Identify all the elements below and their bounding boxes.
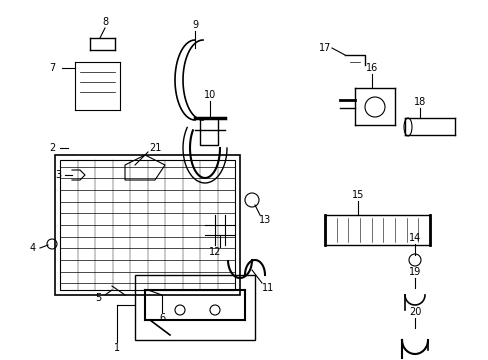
- Text: 20: 20: [408, 307, 420, 317]
- Text: 8: 8: [102, 17, 108, 27]
- Text: 12: 12: [208, 247, 221, 257]
- Text: 19: 19: [408, 267, 420, 277]
- Text: 16: 16: [365, 63, 377, 73]
- Text: 3: 3: [55, 170, 61, 180]
- Text: 4: 4: [30, 243, 36, 253]
- Text: 21: 21: [148, 143, 161, 153]
- Text: 17: 17: [318, 43, 330, 53]
- Text: 10: 10: [203, 90, 216, 100]
- Text: 15: 15: [351, 190, 364, 200]
- Text: 9: 9: [192, 20, 198, 30]
- Text: 11: 11: [262, 283, 274, 293]
- Text: 1: 1: [114, 343, 120, 353]
- Text: 2: 2: [49, 143, 55, 153]
- Text: 14: 14: [408, 233, 420, 243]
- Text: 6: 6: [159, 313, 165, 323]
- Text: 18: 18: [413, 97, 425, 107]
- Text: 13: 13: [258, 215, 270, 225]
- Text: 5: 5: [95, 293, 101, 303]
- Text: 7: 7: [49, 63, 55, 73]
